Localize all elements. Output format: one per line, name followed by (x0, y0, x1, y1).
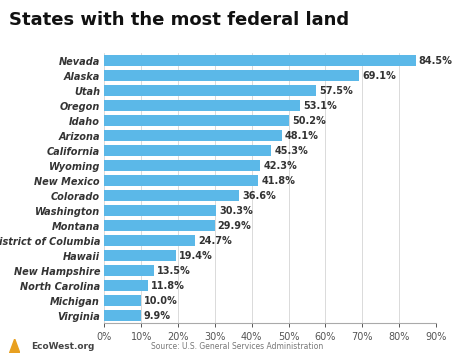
Bar (104, 280, 148, 291)
Bar (104, 235, 195, 246)
Text: 13.5%: 13.5% (157, 266, 191, 275)
Bar (104, 310, 141, 321)
Bar (104, 265, 154, 276)
Text: 45.3%: 45.3% (274, 146, 308, 156)
Text: 48.1%: 48.1% (284, 131, 319, 141)
Bar (104, 220, 215, 231)
Text: 36.6%: 36.6% (242, 191, 276, 201)
Bar (104, 145, 271, 156)
Text: 57.5%: 57.5% (319, 86, 353, 96)
Bar (104, 205, 216, 216)
Bar (104, 85, 316, 96)
Bar (104, 295, 141, 306)
Text: 9.9%: 9.9% (144, 311, 171, 321)
Text: 30.3%: 30.3% (219, 206, 253, 215)
Text: 11.8%: 11.8% (151, 280, 184, 291)
Text: 42.3%: 42.3% (263, 161, 297, 171)
Bar (104, 250, 176, 261)
Text: 10.0%: 10.0% (144, 296, 178, 306)
Bar (104, 55, 416, 66)
Text: States with the most federal land: States with the most federal land (9, 11, 350, 29)
Text: Source: U.S. General Services Administration: Source: U.S. General Services Administra… (151, 342, 323, 351)
Text: EcoWest.org: EcoWest.org (31, 342, 94, 351)
Bar (104, 190, 239, 201)
Bar (104, 70, 359, 81)
Bar (104, 160, 260, 171)
Polygon shape (9, 339, 20, 353)
Text: 69.1%: 69.1% (362, 71, 396, 81)
Text: 84.5%: 84.5% (419, 56, 453, 66)
Text: 19.4%: 19.4% (179, 251, 212, 261)
Bar (104, 130, 282, 141)
Bar (104, 175, 258, 186)
Bar (104, 100, 300, 111)
Text: 50.2%: 50.2% (292, 116, 326, 126)
Text: 53.1%: 53.1% (303, 101, 337, 111)
Text: 41.8%: 41.8% (261, 176, 295, 186)
Text: 29.9%: 29.9% (218, 220, 251, 231)
Bar (104, 115, 289, 126)
Text: 24.7%: 24.7% (198, 236, 232, 246)
